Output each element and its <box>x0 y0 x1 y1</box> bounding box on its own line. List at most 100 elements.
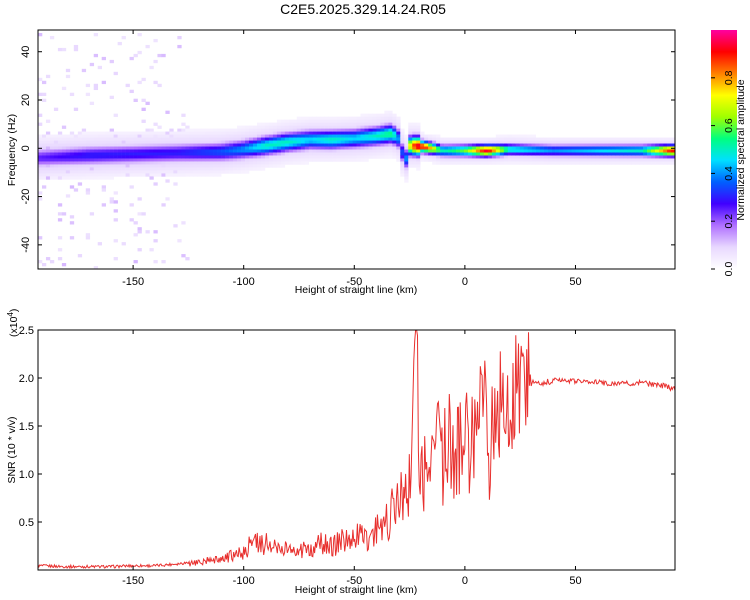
spectrogram-cell <box>503 152 509 156</box>
spectrogram-cell <box>663 137 668 141</box>
spectrogram-cell <box>225 149 230 153</box>
spectrogram-cell <box>308 128 314 132</box>
spectrogram-cell <box>651 140 656 144</box>
spectrogram-cell <box>296 131 302 135</box>
spectrogram-cell <box>237 134 242 138</box>
spectrogram-cell <box>523 137 528 141</box>
spectrogram-x-ticks: -150 -100 -50 0 50 <box>122 30 582 288</box>
spectrogram-cell <box>571 158 576 162</box>
spectrogram-cell <box>475 158 481 162</box>
spectrogram-cell <box>412 128 417 132</box>
spectrogram-cell <box>531 143 536 147</box>
spectrogram-cell <box>364 140 369 144</box>
spectrogram-cell <box>189 170 194 174</box>
spectrogram-cell <box>655 158 660 162</box>
spectrogram-cell <box>539 149 544 153</box>
spectrogram-cell <box>412 161 417 165</box>
spectrogram-cell <box>280 143 286 147</box>
spectrogram-cell <box>38 170 43 174</box>
spectrogram-cell <box>364 119 369 123</box>
spectrogram-cell <box>300 146 306 150</box>
spectrogram-cell <box>177 173 182 177</box>
spectrogram-cell <box>372 113 377 117</box>
spectrogram-cell <box>149 128 154 132</box>
spectrogram-cell <box>440 143 445 147</box>
spectrogram-cell <box>169 161 174 165</box>
spectrogram-cell <box>288 146 294 150</box>
spectrogram-cell <box>400 164 405 168</box>
spectrogram-cell <box>89 101 95 105</box>
spectrogram-cell <box>599 146 604 150</box>
spectrogram-cell <box>137 197 142 201</box>
spectrogram-cell <box>404 152 409 156</box>
spectrogram-cell <box>97 164 102 168</box>
spectrogram-cell <box>77 158 83 162</box>
spectrogram-cell <box>57 212 63 216</box>
spectrogram-cell <box>292 119 298 123</box>
spectrogram-cell <box>221 164 226 168</box>
spectrogram-cell <box>599 161 604 165</box>
spectrogram-cell <box>312 137 317 141</box>
spectrogram-cell <box>392 128 397 132</box>
spectrogram-cell <box>85 131 91 135</box>
spectrogram-cell <box>456 152 461 156</box>
spectrogram-cell <box>491 158 497 162</box>
spectrogram-cell <box>587 146 592 150</box>
spectrogram-cell <box>344 128 349 132</box>
spectrogram-cell <box>539 140 544 144</box>
spectrogram-cell <box>256 152 262 156</box>
spectrogram-cell <box>272 155 278 159</box>
spectrogram-cell <box>209 140 214 144</box>
spectrogram-cell <box>133 140 138 144</box>
spectrogram-cell <box>181 137 186 141</box>
spectrogram-cell <box>408 128 413 132</box>
spectrogram-cell <box>440 158 445 162</box>
spectrogram-cell <box>193 143 198 147</box>
spectrogram-cell <box>320 131 325 135</box>
spectrogram-cell <box>276 152 282 156</box>
spectrogram-cell <box>256 140 262 144</box>
snr-frame <box>37 329 676 571</box>
spectrogram-cell <box>241 143 246 147</box>
spectrogram-cell <box>233 128 238 132</box>
spectrogram-cell <box>268 128 274 132</box>
spectrogram-cell <box>165 140 170 144</box>
spectrogram-cell <box>53 155 59 159</box>
spectrogram-cell <box>615 158 620 162</box>
spectrogram-cell <box>173 224 178 228</box>
spectrogram-cell <box>547 155 552 159</box>
spectrogram-cell <box>268 125 274 129</box>
spectrogram-cell <box>639 143 644 147</box>
spectrogram-cell <box>404 155 409 159</box>
spectrogram-cell <box>567 146 572 150</box>
spectrogram-cell <box>312 140 317 144</box>
spectrogram-cell <box>73 176 79 180</box>
spectrogram-cell <box>452 152 457 156</box>
spectrogram-cell <box>655 155 660 159</box>
spectrogram-cell <box>539 137 544 141</box>
spectrogram-cell <box>559 140 564 144</box>
spectrogram-cell <box>416 152 421 156</box>
spectrogram-cell <box>241 125 246 129</box>
spectrogram-cell <box>53 143 59 147</box>
spectrogram-cell <box>348 134 353 138</box>
spectrogram-cell <box>583 152 588 156</box>
spectrogram-cell <box>300 143 306 147</box>
spectrogram-cell <box>49 158 55 162</box>
spectrogram-cell <box>38 161 43 165</box>
spectrogram-cell <box>149 170 154 174</box>
spectrogram-cell <box>53 134 59 138</box>
spectrogram-cell <box>404 137 409 141</box>
spectrogram-cell <box>61 164 67 168</box>
spectrogram-cell <box>189 173 194 177</box>
spectrogram-cell <box>332 140 337 144</box>
spectrogram-cell <box>396 143 401 147</box>
spectrogram-cell <box>523 158 528 162</box>
spectrogram-cell <box>221 167 226 171</box>
spectrogram-cell <box>193 149 198 153</box>
spectrogram-cell <box>49 35 55 40</box>
spectrogram-cell <box>320 152 325 156</box>
spectrogram-cell <box>157 143 162 147</box>
spectrogram-cell <box>503 149 509 153</box>
spectrogram-cell <box>491 152 497 156</box>
